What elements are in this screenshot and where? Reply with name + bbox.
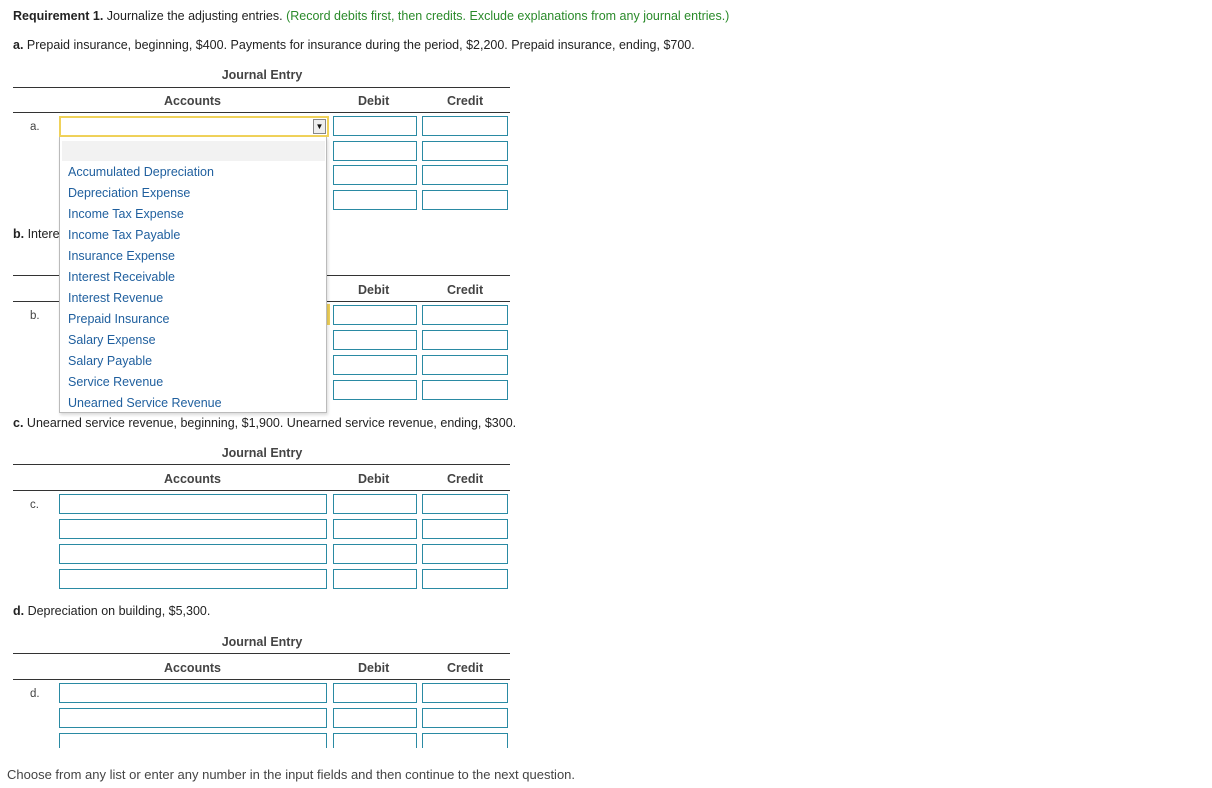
account-input-c2[interactable]	[59, 519, 327, 539]
col-credit-b: Credit	[447, 283, 484, 297]
footer-instruction: Choose from any list or enter any number…	[7, 767, 576, 782]
dropdown-option[interactable]: Service Revenue	[68, 375, 164, 389]
question-c-letter: c.	[13, 416, 24, 430]
debit-input-c4[interactable]	[333, 569, 417, 589]
debit-input-d1[interactable]	[333, 683, 417, 703]
account-input-c4[interactable]	[59, 569, 327, 589]
dropdown-option[interactable]: Salary Payable	[68, 354, 153, 368]
question-d-letter: d.	[13, 604, 25, 618]
credit-input-b1[interactable]	[422, 305, 508, 325]
credit-input-b3[interactable]	[422, 355, 508, 375]
dropdown-option[interactable]: Accumulated Depreciation	[68, 165, 214, 179]
debit-input-b1[interactable]	[333, 305, 417, 325]
credit-input-b4[interactable]	[422, 380, 508, 400]
divider	[13, 679, 510, 680]
dropdown-option[interactable]: Depreciation Expense	[68, 186, 191, 200]
col-credit-c: Credit	[447, 472, 484, 486]
dropdown-option[interactable]: Salary Expense	[68, 333, 156, 347]
dropdown-option[interactable]: Income Tax Payable	[68, 228, 181, 242]
question-a: a. Prepaid insurance, beginning, $400. P…	[13, 38, 695, 52]
col-accounts-a: Accounts	[164, 94, 221, 108]
account-select-a1[interactable]: ▼	[59, 116, 329, 137]
credit-input-a2[interactable]	[422, 141, 508, 161]
scroll-clip	[0, 748, 560, 760]
dropdown-option[interactable]: Interest Revenue	[68, 291, 164, 305]
account-input-c1[interactable]	[59, 494, 327, 514]
journal-title-d: Journal Entry	[221, 635, 303, 649]
account-input-c3[interactable]	[59, 544, 327, 564]
account-input-d2[interactable]	[59, 708, 327, 728]
credit-input-c1[interactable]	[422, 494, 508, 514]
col-accounts-c: Accounts	[164, 472, 221, 486]
debit-input-b2[interactable]	[333, 330, 417, 350]
col-debit-a: Debit	[358, 94, 390, 108]
col-debit-d: Debit	[358, 661, 390, 675]
credit-input-a1[interactable]	[422, 116, 508, 136]
credit-input-c4[interactable]	[422, 569, 508, 589]
dropdown-blank-option[interactable]	[62, 141, 325, 161]
debit-input-c2[interactable]	[333, 519, 417, 539]
divider	[13, 112, 510, 113]
question-c: c. Unearned service revenue, beginning, …	[13, 416, 516, 430]
account-input-d1[interactable]	[59, 683, 327, 703]
question-c-text: Unearned service revenue, beginning, $1,…	[23, 416, 517, 430]
credit-input-a4[interactable]	[422, 190, 508, 210]
dropdown-arrow-icon[interactable]: ▼	[313, 119, 326, 134]
row-label-b: b.	[30, 310, 40, 322]
credit-input-c2[interactable]	[422, 519, 508, 539]
dropdown-option[interactable]: Unearned Service Revenue	[68, 396, 222, 410]
credit-input-b2[interactable]	[422, 330, 508, 350]
dropdown-option[interactable]: Prepaid Insurance	[68, 312, 170, 326]
dropdown-option[interactable]: Insurance Expense	[68, 249, 176, 263]
col-credit-a: Credit	[447, 94, 484, 108]
requirement-label: Requirement 1.	[13, 9, 104, 23]
requirement-note: (Record debits first, then credits. Excl…	[286, 9, 730, 23]
row-label-c: c.	[30, 499, 39, 511]
journal-title-c: Journal Entry	[221, 446, 303, 460]
question-d: d. Depreciation on building, $5,300.	[13, 604, 210, 618]
question-a-text: Prepaid insurance, beginning, $400. Paym…	[23, 38, 695, 52]
debit-input-a4[interactable]	[333, 190, 417, 210]
col-debit-b: Debit	[358, 283, 390, 297]
question-b-text: Intere	[24, 227, 60, 241]
credit-input-a3[interactable]	[422, 165, 508, 185]
credit-input-d2[interactable]	[422, 708, 508, 728]
col-credit-d: Credit	[447, 661, 484, 675]
account-select-b1-edge[interactable]	[327, 304, 330, 325]
debit-input-c3[interactable]	[333, 544, 417, 564]
divider	[13, 87, 510, 88]
credit-input-d1[interactable]	[422, 683, 508, 703]
credit-input-c3[interactable]	[422, 544, 508, 564]
col-accounts-d: Accounts	[164, 661, 221, 675]
debit-input-c1[interactable]	[333, 494, 417, 514]
divider	[13, 653, 510, 654]
debit-input-a1[interactable]	[333, 116, 417, 136]
debit-input-b4[interactable]	[333, 380, 417, 400]
divider	[13, 490, 510, 491]
journal-title-a: Journal Entry	[221, 68, 303, 82]
question-b: b. Intere	[13, 227, 60, 241]
debit-input-d2[interactable]	[333, 708, 417, 728]
debit-input-a3[interactable]	[333, 165, 417, 185]
question-d-text: Depreciation on building, $5,300.	[24, 604, 211, 618]
requirement-header: Requirement 1. Journalize the adjusting …	[13, 9, 729, 23]
divider	[13, 464, 510, 465]
question-b-letter: b.	[13, 227, 25, 241]
col-debit-c: Debit	[358, 472, 390, 486]
question-a-letter: a.	[13, 38, 24, 52]
account-dropdown-list[interactable]: Accumulated Depreciation Depreciation Ex…	[59, 137, 327, 413]
row-label-a: a.	[30, 121, 40, 133]
requirement-text: Journalize the adjusting entries.	[103, 9, 283, 23]
dropdown-option[interactable]: Income Tax Expense	[68, 207, 184, 221]
row-label-d: d.	[30, 688, 40, 700]
debit-input-a2[interactable]	[333, 141, 417, 161]
debit-input-b3[interactable]	[333, 355, 417, 375]
dropdown-option[interactable]: Interest Receivable	[68, 270, 176, 284]
